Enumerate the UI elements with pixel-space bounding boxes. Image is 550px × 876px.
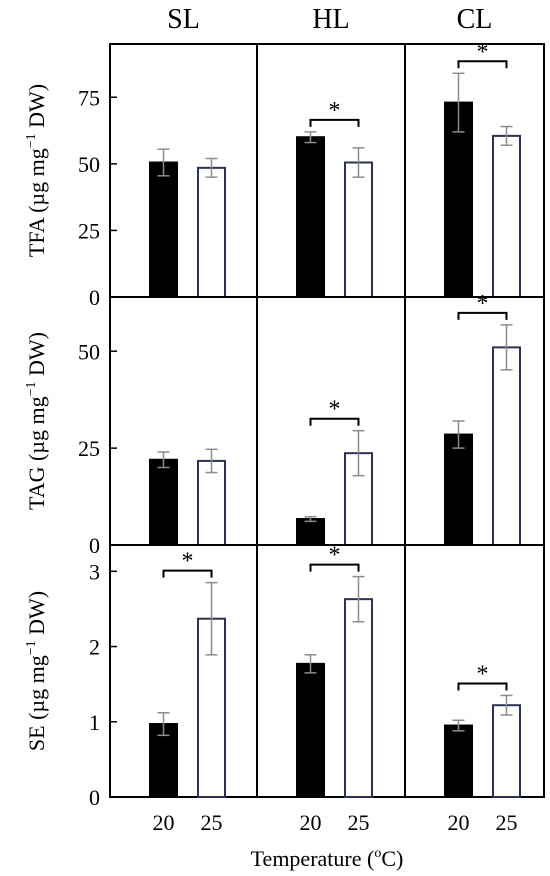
ytick-label-se-2: 2 [89,635,100,660]
column-title-cl: CL [457,4,493,35]
bar-tag-sl-20 [149,458,178,546]
ylabel-tag: TAG (µg mg−1 DW) [24,332,49,510]
xtick-label-sl-20: 20 [153,810,175,835]
xtick-label-cl-20: 20 [448,810,470,835]
bar-tfa-hl-20 [296,136,325,298]
significance-bracket-tag-hl [309,417,360,426]
ytick-label-se-0: 0 [89,785,100,810]
ytick-label-tag-25: 25 [78,436,100,461]
panel-tfa-cl [404,43,545,298]
ytick-label-tfa-0: 0 [89,285,100,310]
ylabel-tfa: TFA (µg mg−1 DW) [24,84,49,257]
xtick-label-sl-25: 25 [201,810,223,835]
ylabel-se: SE (µg mg−1 DW) [24,591,49,751]
xtick-label-hl-25: 25 [348,810,370,835]
panel-tfa-hl [256,43,406,298]
column-title-hl: HL [312,4,349,35]
bar-se-hl-20 [296,662,325,799]
bar-tfa-hl-25 [344,161,373,298]
bar-tfa-cl-25 [492,134,521,298]
panel-se-cl [404,544,545,798]
significance-bracket-tfa-hl [309,118,360,127]
panel-se-hl [256,544,406,798]
ytick-label-tfa-75: 75 [78,85,100,110]
bar-se-cl-25 [492,704,521,798]
significance-star: * [182,549,194,575]
significance-bracket-tfa-cl [457,60,508,69]
significance-star: * [477,661,489,687]
bar-tag-cl-25 [492,346,521,546]
significance-bracket-se-hl [309,563,360,572]
ytick-label-tfa-25: 25 [78,218,100,243]
significance-star: * [477,291,489,317]
bar-tag-hl-20 [296,518,325,546]
panel-se-sl [109,544,258,798]
panel-tfa-sl [109,43,258,298]
column-title-sl: SL [167,4,200,35]
bar-se-cl-20 [444,724,473,798]
significance-star: * [329,397,341,423]
xtick-label-cl-25: 25 [496,810,518,835]
ytick-label-tfa-50: 50 [78,152,100,177]
significance-bracket-se-sl [162,569,213,578]
significance-star: * [477,39,489,65]
panel-tag-cl [404,296,545,546]
significance-star: * [329,543,341,569]
panel-tag-sl [109,296,258,546]
bar-se-hl-25 [344,598,373,798]
bar-tag-sl-25 [197,459,226,547]
xtick-label-hl-20: 20 [300,810,322,835]
ytick-label-se-1: 1 [89,710,100,735]
ytick-label-tag-0: 0 [89,533,100,558]
ytick-label-tag-50: 50 [78,339,100,364]
x-axis-label: Temperature (oC) [251,846,404,871]
significance-bracket-tag-cl [457,311,508,320]
bar-tfa-sl-25 [197,166,226,298]
significance-star: * [329,98,341,124]
significance-bracket-se-cl [457,682,508,691]
ytick-label-se-3: 3 [89,559,100,584]
bar-tfa-sl-20 [149,161,178,298]
bar-tag-cl-20 [444,433,473,546]
